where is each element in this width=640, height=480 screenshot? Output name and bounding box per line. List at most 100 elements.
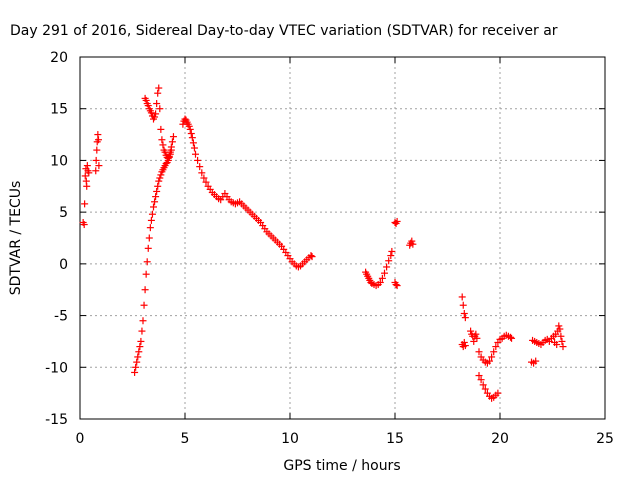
y-tick-label: 20 <box>50 50 68 66</box>
data-point <box>169 133 177 141</box>
data-point <box>460 310 468 318</box>
data-point <box>188 134 196 142</box>
y-tick-label: 15 <box>50 102 68 118</box>
data-points <box>79 84 567 402</box>
data-point <box>186 125 194 133</box>
data-point <box>139 317 147 325</box>
data-point <box>187 130 195 138</box>
axis-ticks: 0 5 10 15 20 25 -15 -10 -5 0 5 10 15 20 <box>45 50 614 447</box>
data-point <box>392 281 400 289</box>
data-point <box>144 102 152 110</box>
data-point <box>308 253 316 261</box>
data-point <box>189 139 197 147</box>
data-point <box>167 146 175 154</box>
y-tick-label: 5 <box>59 205 68 221</box>
data-point <box>461 342 469 350</box>
data-point <box>378 274 386 282</box>
data-point <box>507 333 514 341</box>
data-point <box>200 174 208 182</box>
data-point <box>141 286 149 294</box>
y-axis-title: SDTVAR / TECUs <box>8 181 24 296</box>
data-point <box>393 217 401 225</box>
data-point <box>147 109 155 117</box>
y-tick-label: -10 <box>45 360 68 376</box>
data-point <box>555 322 563 330</box>
y-tick-label: -5 <box>54 309 68 325</box>
data-point <box>473 334 481 342</box>
data-point <box>152 193 160 201</box>
data-point <box>80 221 88 229</box>
y-tick-label: 0 <box>59 257 68 273</box>
data-point <box>142 270 150 278</box>
data-point <box>556 325 564 333</box>
data-point <box>153 100 161 108</box>
data-point <box>558 337 566 345</box>
data-point <box>144 244 152 252</box>
data-point <box>393 282 401 290</box>
data-point <box>142 96 150 104</box>
data-point <box>166 150 174 158</box>
x-tick-label: 0 <box>76 431 85 447</box>
data-point <box>157 171 165 179</box>
x-tick-label: 15 <box>386 431 404 447</box>
data-point <box>192 150 199 158</box>
x-tick-label: 20 <box>491 431 509 447</box>
data-point <box>151 113 159 121</box>
data-point <box>137 337 145 345</box>
data-point <box>194 156 202 164</box>
data-point <box>488 353 496 361</box>
data-point <box>388 247 396 255</box>
data-point <box>155 84 163 92</box>
x-tick-label: 5 <box>181 431 190 447</box>
data-point <box>154 89 162 97</box>
data-point <box>81 200 89 208</box>
data-point <box>461 314 469 322</box>
data-point <box>477 376 485 384</box>
data-point <box>557 332 565 340</box>
data-point <box>85 169 93 177</box>
x-axis-title: GPS time / hours <box>283 458 400 474</box>
data-point <box>136 343 144 351</box>
data-point <box>460 338 468 346</box>
data-point <box>95 162 103 170</box>
data-point <box>132 363 140 371</box>
data-point <box>134 353 142 361</box>
data-point <box>508 334 516 342</box>
data-point <box>133 358 141 366</box>
data-point <box>198 169 206 177</box>
x-tick-label: 25 <box>596 431 614 447</box>
data-point <box>157 125 165 133</box>
grid <box>80 57 605 419</box>
data-point <box>156 105 164 113</box>
data-point <box>559 343 567 351</box>
data-point <box>551 338 559 346</box>
data-point <box>158 136 166 144</box>
data-point <box>168 138 176 146</box>
data-point <box>470 337 478 345</box>
data-point <box>156 174 164 182</box>
data-point <box>161 148 169 156</box>
data-point <box>475 372 483 380</box>
data-point <box>81 172 89 180</box>
data-point <box>145 234 153 242</box>
data-point <box>472 330 480 338</box>
data-point <box>408 237 416 245</box>
data-point <box>138 327 146 335</box>
data-point <box>490 348 498 356</box>
data-point <box>151 198 159 206</box>
data-point <box>307 252 315 260</box>
data-point <box>152 110 160 118</box>
data-point <box>154 182 162 190</box>
data-point <box>196 163 204 171</box>
data-point <box>185 122 193 130</box>
data-point <box>492 343 500 351</box>
data-point <box>159 141 167 149</box>
plot-frame <box>79 56 606 420</box>
data-point <box>409 240 417 248</box>
data-point <box>458 293 466 301</box>
data-point <box>147 216 155 224</box>
data-point <box>385 257 393 265</box>
data-point <box>479 381 487 389</box>
data-point <box>153 187 161 195</box>
